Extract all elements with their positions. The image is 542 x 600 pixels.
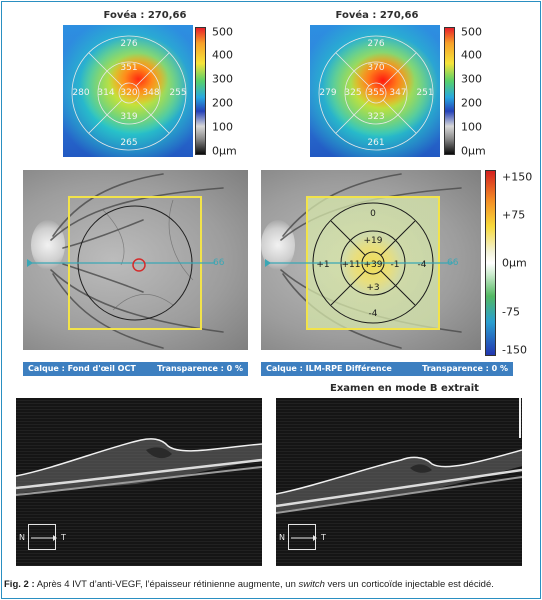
sector-left-outer: 279 (319, 88, 337, 98)
thickness-map-left: 276 351 280 314 320 348 255 319 265 (63, 25, 193, 157)
scan-number: 66 (447, 258, 459, 268)
diff-sector-top-outer: 0 (370, 209, 376, 219)
fundus-difference-image: 0 +19 +1 +11 +39 -1 -4 +3 -4 66 (261, 170, 481, 350)
thickness-scale-right: 500 400 300 200 100 0µm (461, 25, 495, 158)
orientation-box: N T (19, 524, 66, 550)
sector-center: 355 (367, 88, 385, 98)
orientation-temporal-label: T (61, 533, 66, 542)
sector-bottom-inner: 323 (367, 112, 385, 122)
diff-sector-left-inner: +11 (341, 260, 361, 270)
sector-right-outer: 255 (169, 88, 187, 98)
transparency-label: Transparence : 0 % (422, 364, 508, 373)
scale-label: 400 (212, 48, 233, 62)
sector-bottom-inner: 319 (120, 112, 138, 122)
diff-sector-right-inner: -1 (390, 260, 400, 270)
oct-bscan-left: N T (16, 398, 262, 566)
sector-left-inner: 325 (344, 88, 362, 98)
thickness-scale-bar-right (444, 27, 455, 155)
sector-top-outer: 276 (367, 39, 385, 49)
thickness-scale-left: 500 400 300 200 100 0µm (212, 25, 246, 158)
orientation-nasal-label: N (19, 533, 25, 542)
sector-left-outer: 280 (72, 88, 90, 98)
layer-caption-bar-left: Calque : Fond d'œil OCT Transparence : 0… (23, 362, 248, 376)
sector-center: 320 (120, 88, 138, 98)
thickness-map-right: 276 370 279 325 355 347 251 323 261 (310, 25, 440, 157)
scale-label: 400 (461, 48, 482, 62)
sector-bottom-outer: 261 (367, 138, 385, 148)
difference-scale: +150 +75 0µm -75 -150 (502, 170, 536, 357)
transparency-label: Transparence : 0 % (157, 364, 243, 373)
scale-label: 0µm (212, 144, 237, 158)
difference-scale-bar (485, 170, 496, 356)
scale-label: -150 (502, 343, 527, 357)
oct-bscan-right: N T (276, 398, 522, 566)
scale-label: 300 (212, 72, 233, 86)
layer-caption-bar-right: Calque : ILM-RPE Différence Transparence… (261, 362, 513, 376)
diff-sector-bottom-outer: -4 (368, 309, 378, 319)
layer-label: Calque : Fond d'œil OCT (28, 364, 136, 373)
diff-sector-center: +39 (363, 260, 383, 270)
figure-caption-text-end: vers un corticoïde injectable est décidé… (324, 579, 494, 590)
scale-label: 0µm (502, 256, 527, 270)
sector-bottom-outer: 265 (120, 138, 138, 148)
diff-sector-left-outer: +1 (316, 260, 330, 270)
scale-label: -75 (502, 305, 520, 319)
sector-left-inner: 314 (97, 88, 115, 98)
scale-label: 300 (461, 72, 482, 86)
sector-top-inner: 351 (120, 63, 138, 73)
sector-right-outer: 251 (416, 88, 434, 98)
fundus-oct-image: 66 (23, 170, 248, 350)
figure-caption: Fig. 2 : Après 4 IVT d’anti-VEGF, l’épai… (4, 579, 538, 590)
layer-label: Calque : ILM-RPE Différence (266, 364, 392, 373)
scale-label: 100 (461, 120, 482, 134)
figure-caption-text: Après 4 IVT d’anti-VEGF, l’épaisseur rét… (34, 579, 299, 590)
sector-top-inner: 370 (367, 63, 385, 73)
orientation-nasal-label: N (279, 533, 285, 542)
thickness-scale-bar-left (195, 27, 206, 155)
scale-label: 100 (212, 120, 233, 134)
scale-label: +75 (502, 208, 526, 222)
diff-sector-bottom-inner: +3 (366, 283, 380, 293)
scale-label: 500 (461, 25, 482, 39)
diff-sector-right-outer: -4 (417, 260, 427, 270)
scale-label: 500 (212, 25, 233, 39)
difference-overlay (306, 196, 438, 328)
scale-label: 200 (461, 96, 482, 110)
scan-number: 66 (213, 258, 225, 268)
figure-caption-emphasis: switch (298, 579, 325, 590)
sector-top-outer: 276 (120, 39, 138, 49)
scale-label: 200 (212, 96, 233, 110)
thickness-map-left-title: Fovéa : 270,66 (103, 10, 187, 21)
sector-right-inner: 347 (389, 88, 407, 98)
thickness-map-right-title: Fovéa : 270,66 (335, 10, 419, 21)
figure-caption-label: Fig. 2 : (4, 579, 35, 590)
orientation-box: N T (279, 524, 326, 550)
sector-right-inner: 348 (142, 88, 160, 98)
scale-label: 0µm (461, 144, 486, 158)
orientation-temporal-label: T (321, 533, 326, 542)
bscan-right-title: Examen en mode B extrait (330, 383, 479, 394)
diff-sector-top-inner: +19 (363, 236, 383, 246)
scale-label: +150 (502, 170, 533, 184)
